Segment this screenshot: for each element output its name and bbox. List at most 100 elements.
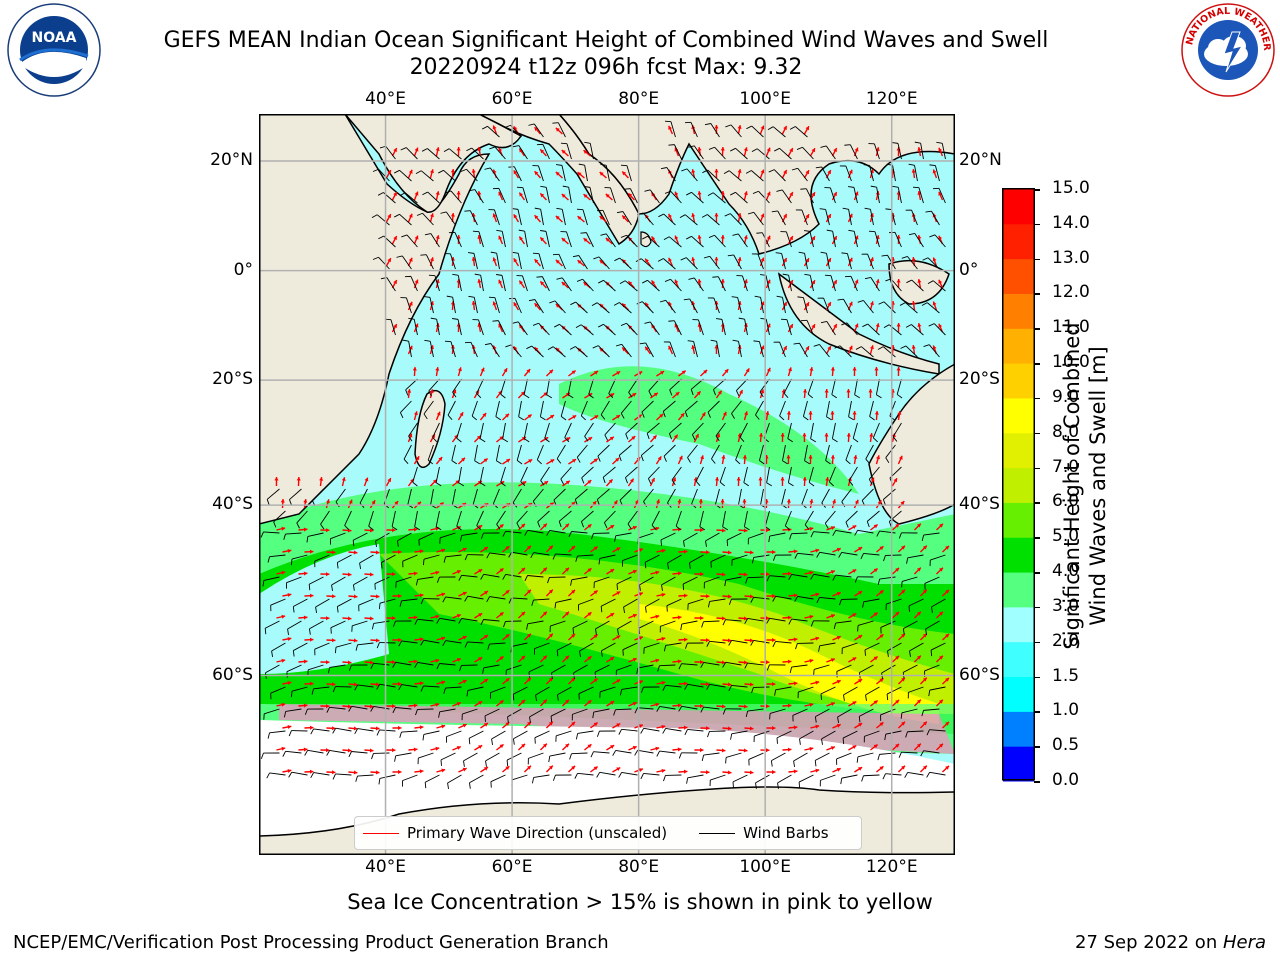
wind-barb-feather: [618, 729, 622, 735]
wave-arrow-head: [281, 658, 286, 663]
wave-arrow-head: [805, 302, 810, 307]
wind-barb-staff: [422, 212, 434, 226]
wave-arrow-head: [727, 594, 732, 599]
wind-barb-staff: [527, 575, 544, 578]
wind-barb-staff: [490, 343, 500, 358]
wave-arrow-head: [483, 458, 488, 463]
wind-barb-feather: [832, 438, 838, 443]
wind-barb-staff: [714, 146, 726, 160]
wave-arrow-head: [743, 191, 748, 196]
wind-barb-staff: [907, 554, 924, 559]
wind-barb-staff: [668, 236, 682, 248]
wind-barb-staff: [512, 488, 522, 503]
wind-barb-staff: [802, 297, 808, 314]
wave-arrow-head: [503, 368, 508, 373]
wind-barb-feather: [556, 207, 563, 210]
wind-barb-feather: [645, 606, 647, 613]
wind-barb-feather: [520, 481, 526, 487]
wind-barb-staff: [425, 254, 434, 270]
wind-barb-staff: [704, 576, 720, 583]
wave-arrow-head: [413, 527, 418, 532]
wind-barb-feather: [376, 642, 380, 649]
wind-barb-staff: [911, 324, 924, 336]
wind-barb-staff: [929, 729, 946, 732]
wind-barb-staff: [265, 664, 280, 674]
wind-barb-staff: [938, 188, 946, 204]
wind-barb-feather: [688, 145, 695, 148]
wind-barb-feather: [855, 346, 862, 350]
wave-arrow-head: [932, 301, 937, 306]
wind-barb-feather: [730, 191, 736, 196]
wind-barb-feather: [442, 596, 446, 603]
wave-arrow-head: [717, 390, 722, 395]
wind-barb-feather: [883, 324, 890, 328]
wave-arrow-head: [393, 280, 397, 285]
wind-barb-staff: [285, 750, 302, 754]
wind-barb-feather: [660, 167, 667, 170]
wave-arrow-head: [653, 392, 658, 397]
wind-barb-feather: [845, 459, 851, 465]
wind-barb-feather: [480, 619, 484, 626]
wave-arrow-head: [939, 699, 943, 704]
wind-barb-staff: [379, 683, 396, 688]
wave-arrow-head: [869, 257, 874, 262]
wind-barb-staff: [289, 488, 302, 500]
wind-barb-feather: [810, 531, 814, 538]
colorbar-block: [1003, 432, 1034, 469]
wind-barb-feather: [576, 457, 581, 463]
wind-barb-feather: [596, 499, 600, 506]
wave-arrow-head: [391, 748, 396, 753]
wave-arrow-head: [583, 194, 588, 198]
wind-barb-staff: [417, 618, 434, 622]
wave-arrow-head: [616, 591, 621, 596]
wave-arrow-head: [471, 257, 476, 261]
wave-arrow-head: [325, 704, 330, 709]
wave-arrow-head: [876, 455, 880, 460]
wave-arrow-head: [869, 345, 874, 350]
wind-barb-feather: [931, 606, 933, 613]
wind-barb-feather: [689, 562, 691, 569]
wind-barb-staff: [390, 319, 396, 336]
wind-barb-staff: [517, 209, 522, 226]
wind-barb-staff: [666, 598, 682, 607]
wave-arrow-head: [341, 477, 346, 482]
wind-barb-feather: [427, 459, 434, 465]
wind-barb-feather: [396, 255, 403, 258]
wave-arrow-head: [471, 169, 476, 173]
wind-barb-staff: [735, 191, 748, 204]
wind-barb-staff: [471, 147, 484, 160]
wind-barb-staff: [308, 576, 324, 585]
wave-arrow-head: [331, 594, 336, 599]
wave-arrow-head: [922, 545, 927, 550]
colorbar-block: [1003, 328, 1034, 364]
wind-barb-feather: [574, 499, 578, 506]
wind-barb-staff: [359, 488, 368, 504]
wave-arrow-head: [375, 726, 380, 731]
wind-barb-staff: [501, 275, 506, 292]
wave-arrow-head: [565, 567, 569, 572]
lon-tick-top: 100°E: [739, 89, 792, 109]
wave-arrow-head: [674, 279, 679, 284]
wind-barb-feather: [569, 346, 576, 350]
wave-arrow-head: [854, 191, 859, 196]
wave-arrow-head: [527, 677, 531, 682]
wave-arrow-head: [542, 611, 547, 616]
wave-arrow-head: [836, 591, 841, 596]
wave-arrow-head: [916, 655, 921, 660]
wave-arrow-head: [534, 171, 539, 176]
wind-barb-staff: [375, 532, 390, 542]
wave-arrow-head: [697, 147, 702, 151]
wind-barb-staff: [777, 210, 786, 226]
wave-arrow-head: [408, 433, 413, 438]
wind-barb-staff: [478, 231, 484, 248]
wave-arrow-head: [668, 345, 672, 350]
wind-barb-feather: [766, 575, 770, 582]
wind-barb-staff: [863, 553, 880, 556]
wave-arrow-head: [325, 616, 330, 621]
wave-arrow-head: [561, 194, 566, 198]
wind-barb-staff: [923, 532, 940, 536]
wind-barb-staff: [263, 576, 280, 581]
wave-arrow-head: [743, 704, 748, 709]
wind-barb-staff: [875, 378, 880, 395]
wind-barb-staff: [329, 664, 346, 668]
